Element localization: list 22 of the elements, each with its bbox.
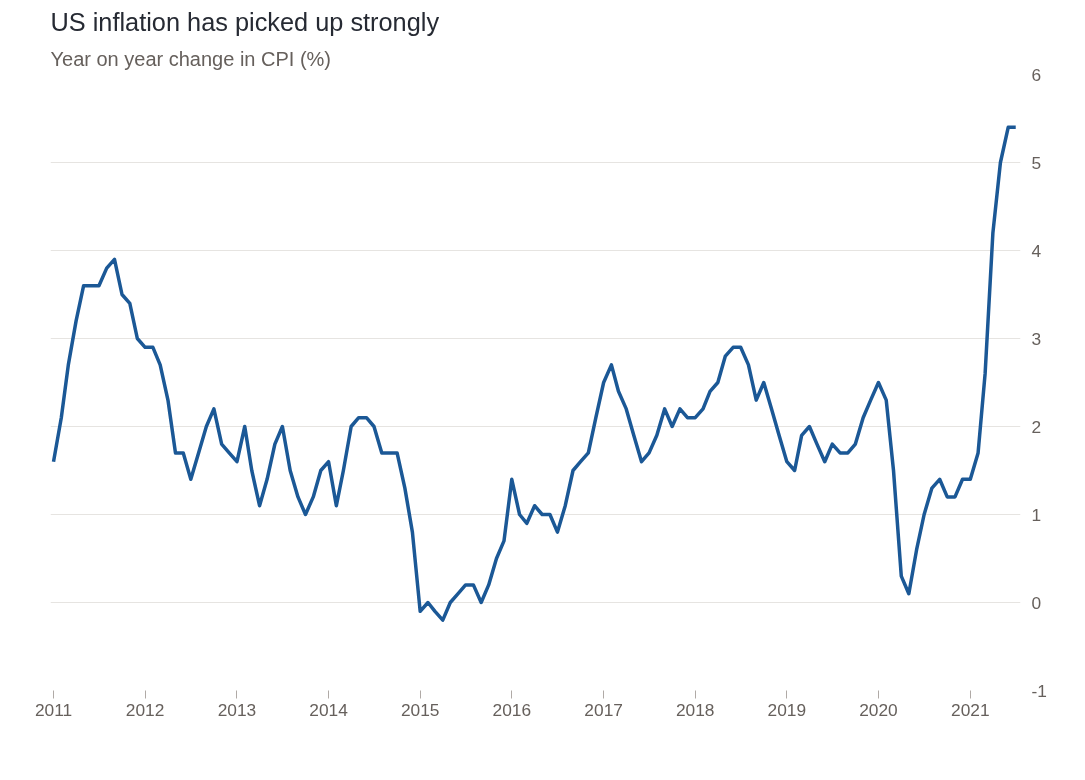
y-tick-label: 3	[1031, 328, 1042, 349]
x-tick-label: 2019	[767, 699, 807, 720]
y-tick-label: 6	[1031, 64, 1042, 85]
y-tick-label: -1	[1031, 680, 1047, 701]
x-tick-label: 2013	[217, 699, 257, 720]
x-tick-label: 2015	[400, 699, 440, 720]
x-tick-label: 2020	[859, 699, 898, 720]
y-tick-label: 2	[1031, 416, 1042, 437]
x-tick-label: 2017	[584, 699, 623, 720]
y-tick-label: 5	[1031, 152, 1042, 173]
y-tick-label: 4	[1031, 240, 1042, 261]
chart-title: US inflation has picked up strongly	[50, 7, 440, 36]
y-tick-label: 1	[1031, 504, 1042, 525]
x-tick-label: 2018	[675, 699, 715, 720]
line-series	[51, 125, 1018, 622]
x-tick-label: 2011	[34, 699, 73, 720]
y-tick-label: 0	[1031, 592, 1042, 613]
x-tick-label: 2021	[951, 699, 990, 720]
chart-subtitle: Year on year change in CPI (%)	[50, 47, 332, 70]
x-tick-label: 2016	[492, 699, 532, 720]
x-tick-label: 2012	[125, 699, 165, 720]
x-tick-label: 2014	[309, 699, 349, 720]
